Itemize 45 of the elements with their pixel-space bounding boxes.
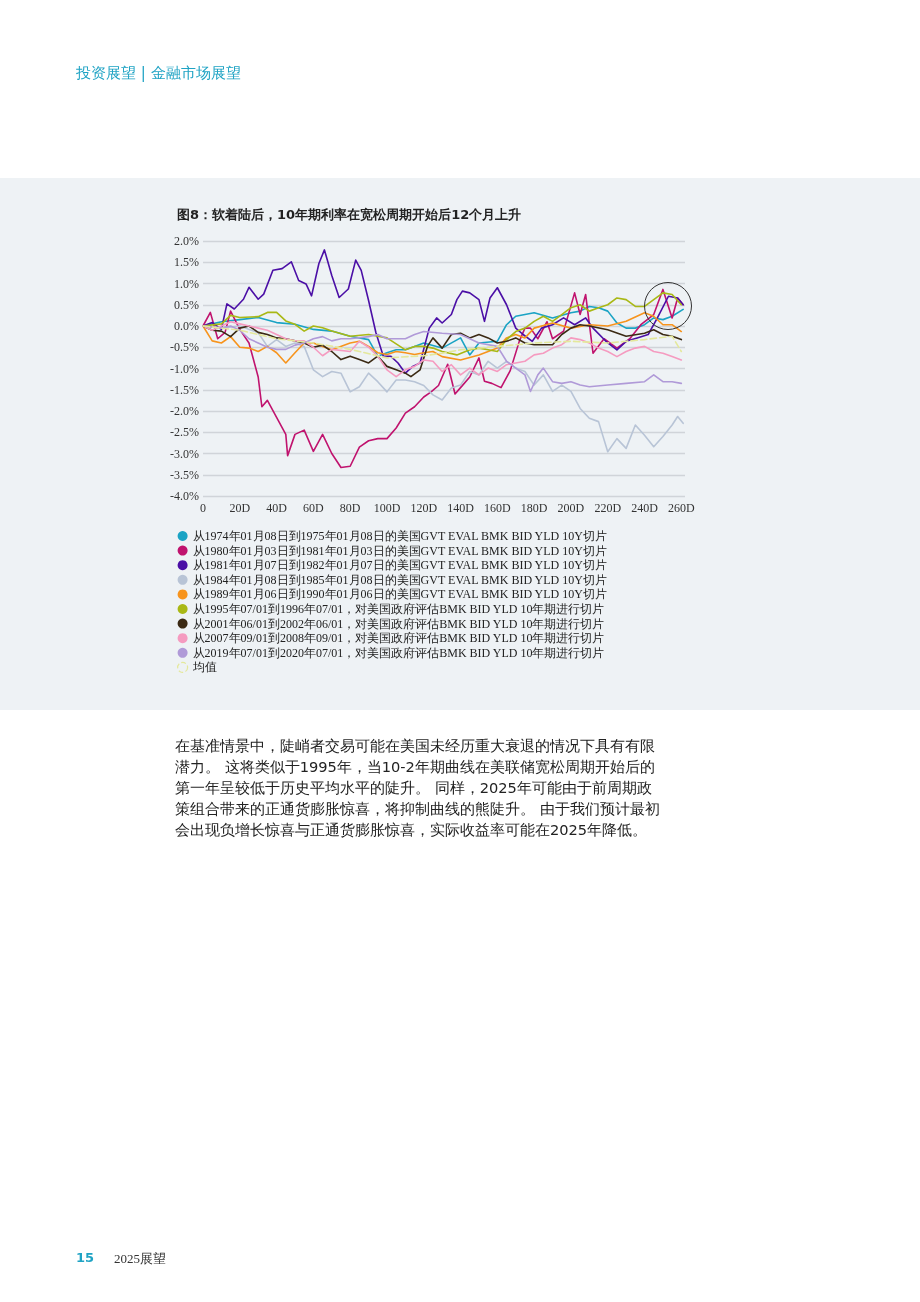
legend-label: 从2019年07/01到2020年07/01，对美国政府评估BMK BID YLD 10年期进行切片 [192, 645, 605, 660]
x-tick-label: 200D [557, 501, 585, 515]
x-tick-label: 0 [200, 501, 206, 515]
legend-label: 从1989年01月06日到1990年01月06日的美国GVT EVAL BMK BID YLD 10Y切片 [192, 587, 607, 602]
line-series [202, 312, 683, 364]
x-tick-label: 220D [594, 501, 622, 515]
y-tick-label: -3.0% [170, 446, 199, 461]
y-tick-label: 0.0% [174, 319, 199, 333]
y-tick-label: 1.5% [174, 255, 199, 270]
y-tick-label: 2.0% [174, 234, 199, 248]
line-series [202, 325, 683, 359]
y-tick-label: -2.0% [170, 404, 199, 418]
text: 投资展望 | 金融市场展望 [76, 64, 241, 83]
x-tick-label: 180D [520, 501, 548, 515]
legend-label: 从1981年01月07日到1982年01月07日的美国GVT EVAL BMK BID YLD 10Y切片 [192, 558, 607, 573]
y-tick-label: -3.5% [170, 467, 199, 482]
y-tick-label: -1.5% [170, 382, 199, 397]
y-tick-label: 0.5% [174, 297, 199, 312]
legend-label: 从1974年01月08日到1975年01月08日的美国GVT EVAL BMK BID YLD 10Y切片 [192, 529, 607, 543]
chart-title: 图8：软着陆后，10年期利率在宽松周期开始后12个月上升 [177, 207, 522, 222]
text: 2025展望 [114, 1250, 166, 1268]
legend-label: 从1980年01月03日到1981年01月03日的美国GVT EVAL BMK BID YLD 10Y切片 [192, 543, 607, 558]
x-tick-label: 100D [373, 501, 401, 515]
legend-label: 从1995年07/01到1996年07/01，对美国政府评估BMK BID YLD 10年期进行切片 [192, 602, 605, 616]
line-series [202, 249, 684, 374]
y-tick-label: -0.5% [170, 340, 199, 355]
x-tick-label: 120D [410, 501, 438, 515]
legend-label: 均值 [191, 660, 217, 675]
x-tick-label: 260D [667, 501, 695, 515]
text: 在基准情景中，陡峭者交易可能在美国未经历重大衰退的情况下具有有限潜力。 这将类似于1995年，当10-2年期曲线在美联储宽松周期开始后的第一年呈较低于历史平均水平的陡升。 同样，2025年可能由于前周期政策组合带来的正通货膨胀惊喜，将抑制曲线的熊陡升。 由于我们预计最初会出现负增长惊喜与正通货膨胀惊喜，实际收益率可能在2025年降低。 [175, 736, 661, 840]
text: 15 [76, 1250, 95, 1265]
x-tick-label: 160D [484, 501, 512, 515]
x-tick-label: 40D [266, 501, 288, 515]
legend-label: 从1984年01月08日到1985年01月08日的美国GVT EVAL BMK BID YLD 10Y切片 [192, 572, 607, 587]
x-tick-label: 240D [631, 501, 659, 515]
y-tick-label: -1.0% [170, 361, 199, 376]
y-tick-label: -4.0% [170, 489, 199, 503]
y-tick-label: -2.5% [170, 425, 199, 440]
x-tick-label: 140D [447, 501, 475, 515]
x-tick-label: 80D [339, 501, 361, 515]
y-tick-label: 1.0% [174, 276, 199, 291]
x-tick-label: 60D [303, 501, 325, 515]
legend-label: 从2001年06/01到2002年06/01，对美国政府评估BMK BID YLD 10年期进行切片 [192, 616, 605, 631]
legend-label: 从2007年09/01到2008年09/01，对美国政府评估BMK BID YLD 10年期进行切片 [192, 631, 605, 646]
x-tick-label: 20D [229, 501, 251, 515]
